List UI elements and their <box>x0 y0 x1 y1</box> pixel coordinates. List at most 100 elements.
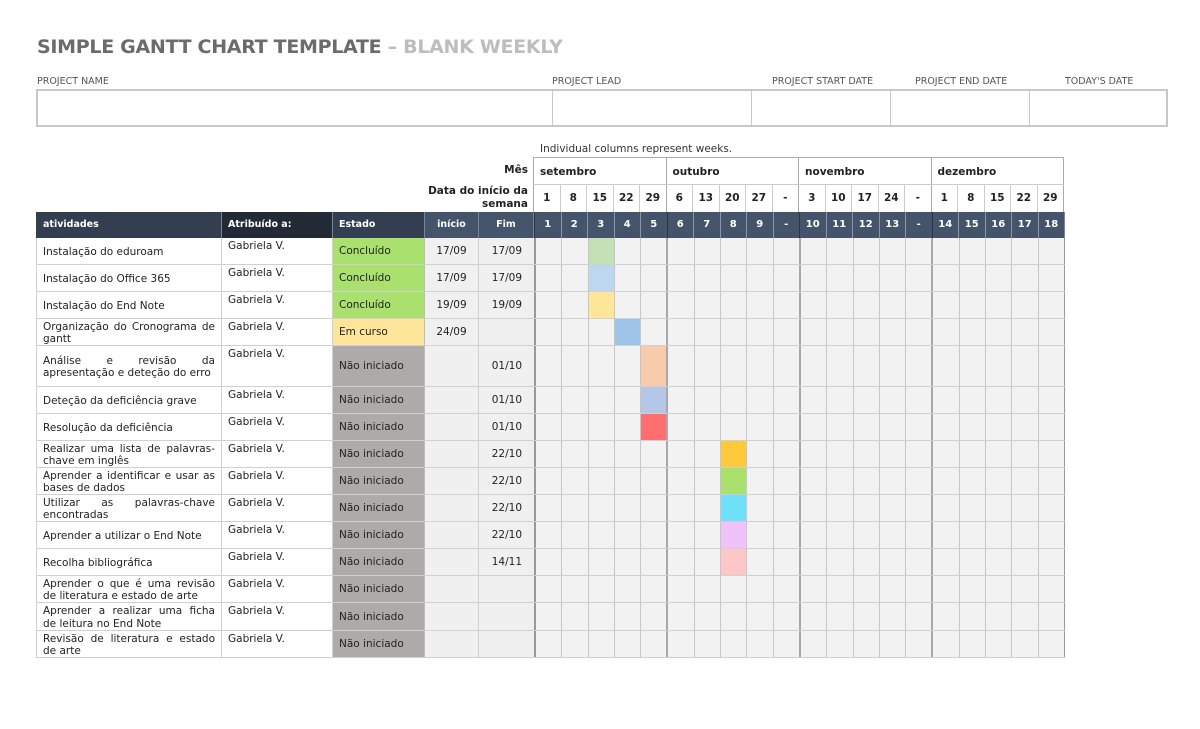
gantt-cell[interactable] <box>641 319 669 345</box>
gantt-cell[interactable] <box>959 631 987 657</box>
gantt-cell[interactable] <box>906 414 934 440</box>
task-end-cell[interactable] <box>479 603 534 630</box>
gantt-cell[interactable] <box>641 603 669 630</box>
todays-date-field[interactable] <box>1030 91 1166 125</box>
gantt-cell[interactable] <box>747 495 774 521</box>
gantt-cell[interactable] <box>773 468 801 494</box>
gantt-cell[interactable] <box>800 603 828 630</box>
gantt-cell[interactable] <box>827 238 854 264</box>
gantt-cell[interactable] <box>1038 441 1064 467</box>
gantt-cell[interactable] <box>747 414 774 440</box>
gantt-cell[interactable] <box>562 495 589 521</box>
gantt-cell[interactable] <box>959 238 987 264</box>
gantt-cell[interactable] <box>879 441 907 467</box>
gantt-cell[interactable] <box>1012 238 1039 264</box>
gantt-cell[interactable] <box>853 468 880 494</box>
gantt-cell[interactable] <box>668 387 695 413</box>
gantt-cell[interactable] <box>906 603 934 630</box>
gantt-cell[interactable] <box>827 265 854 291</box>
task-start-cell[interactable] <box>425 603 479 630</box>
gantt-cell[interactable] <box>879 265 907 291</box>
gantt-cell[interactable] <box>986 603 1013 630</box>
task-assignee-cell[interactable]: Gabriela V. <box>222 549 333 575</box>
gantt-cell[interactable] <box>853 387 880 413</box>
gantt-cell[interactable] <box>536 265 563 291</box>
task-assignee-cell[interactable]: Gabriela V. <box>222 346 333 386</box>
gantt-cell[interactable] <box>536 387 563 413</box>
task-end-cell[interactable]: 17/09 <box>479 238 534 264</box>
task-activity-cell[interactable]: Aprender a identificar e usar as bases d… <box>36 468 222 494</box>
gantt-cell[interactable] <box>536 603 563 630</box>
task-start-cell[interactable]: 19/09 <box>425 292 479 318</box>
gantt-cell[interactable] <box>614 522 642 548</box>
gantt-cell[interactable] <box>747 346 774 386</box>
gantt-cell[interactable] <box>1012 414 1039 440</box>
gantt-cell[interactable] <box>933 603 960 630</box>
gantt-cell[interactable] <box>641 265 669 291</box>
task-end-cell[interactable] <box>479 631 534 657</box>
gantt-cell[interactable] <box>536 292 563 318</box>
gantt-cell[interactable] <box>588 414 615 440</box>
gantt-bar[interactable] <box>721 495 748 521</box>
gantt-cell[interactable] <box>959 319 987 345</box>
task-end-cell[interactable]: 22/10 <box>479 441 534 467</box>
gantt-bar[interactable] <box>721 549 748 575</box>
gantt-cell[interactable] <box>588 468 615 494</box>
gantt-cell[interactable] <box>906 387 934 413</box>
gantt-cell[interactable] <box>773 414 801 440</box>
gantt-cell[interactable] <box>614 238 642 264</box>
gantt-cell[interactable] <box>986 576 1013 602</box>
gantt-cell[interactable] <box>906 495 934 521</box>
gantt-cell[interactable] <box>986 387 1013 413</box>
gantt-cell[interactable] <box>721 631 748 657</box>
gantt-cell[interactable] <box>694 387 722 413</box>
gantt-cell[interactable] <box>986 631 1013 657</box>
gantt-cell[interactable] <box>879 319 907 345</box>
task-assignee-cell[interactable]: Gabriela V. <box>222 495 333 521</box>
gantt-cell[interactable] <box>773 576 801 602</box>
gantt-cell[interactable] <box>800 387 828 413</box>
gantt-cell[interactable] <box>694 522 722 548</box>
task-activity-cell[interactable]: Realizar uma lista de palavras-chave em … <box>36 441 222 467</box>
gantt-cell[interactable] <box>1012 346 1039 386</box>
task-assignee-cell[interactable]: Gabriela V. <box>222 522 333 548</box>
gantt-cell[interactable] <box>588 441 615 467</box>
task-activity-cell[interactable]: Aprender a utilizar o End Note <box>36 522 222 548</box>
gantt-cell[interactable] <box>800 441 828 467</box>
gantt-cell[interactable] <box>641 631 669 657</box>
gantt-cell[interactable] <box>588 576 615 602</box>
task-status-cell[interactable]: Concluído <box>333 292 425 318</box>
gantt-cell[interactable] <box>906 238 934 264</box>
gantt-cell[interactable] <box>641 292 669 318</box>
gantt-cell[interactable] <box>879 495 907 521</box>
gantt-cell[interactable] <box>853 441 880 467</box>
gantt-cell[interactable] <box>773 387 801 413</box>
gantt-cell[interactable] <box>906 576 934 602</box>
gantt-cell[interactable] <box>1038 387 1064 413</box>
gantt-cell[interactable] <box>1038 495 1064 521</box>
gantt-cell[interactable] <box>906 346 934 386</box>
gantt-bar[interactable] <box>721 468 748 494</box>
gantt-cell[interactable] <box>536 631 563 657</box>
gantt-cell[interactable] <box>773 549 801 575</box>
gantt-cell[interactable] <box>641 549 669 575</box>
gantt-cell[interactable] <box>562 292 589 318</box>
gantt-cell[interactable] <box>536 346 563 386</box>
gantt-cell[interactable] <box>853 549 880 575</box>
gantt-cell[interactable] <box>694 292 722 318</box>
gantt-cell[interactable] <box>694 346 722 386</box>
gantt-bar[interactable] <box>614 319 642 345</box>
gantt-cell[interactable] <box>1012 549 1039 575</box>
task-status-cell[interactable]: Não iniciado <box>333 522 425 548</box>
gantt-cell[interactable] <box>562 603 589 630</box>
gantt-cell[interactable] <box>747 238 774 264</box>
gantt-cell[interactable] <box>773 238 801 264</box>
gantt-cell[interactable] <box>800 319 828 345</box>
gantt-cell[interactable] <box>1038 265 1064 291</box>
gantt-bar[interactable] <box>588 238 615 264</box>
task-assignee-cell[interactable]: Gabriela V. <box>222 238 333 264</box>
gantt-cell[interactable] <box>827 319 854 345</box>
gantt-cell[interactable] <box>906 319 934 345</box>
task-assignee-cell[interactable]: Gabriela V. <box>222 387 333 413</box>
gantt-cell[interactable] <box>588 631 615 657</box>
